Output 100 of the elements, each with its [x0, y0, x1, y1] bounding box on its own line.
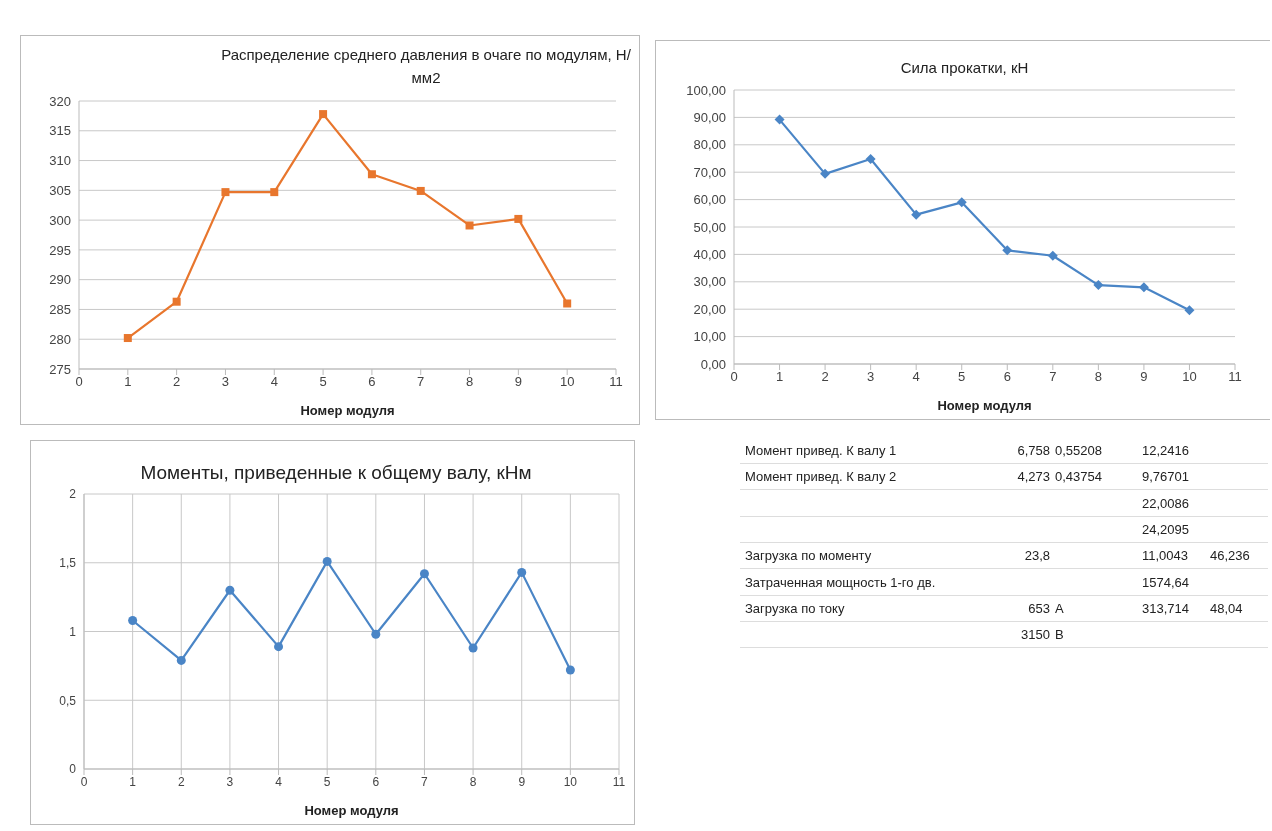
- text: Момент привед. К валу 2 4,273 0,43754 9,76701: [745, 469, 1189, 485]
- y-tick-label: 295: [49, 242, 71, 258]
- x-tick-label: 10: [1182, 369, 1197, 385]
- point: [565, 665, 575, 675]
- y-tick-label: 80,00: [693, 137, 726, 153]
- text: Затраченная мощность 1-го дв. 1574,64: [745, 574, 1189, 590]
- x-tick-label: 11: [1228, 369, 1242, 385]
- x-tick-label: 9: [1140, 369, 1148, 385]
- chart-title: Сила прокатки, кН: [899, 58, 1030, 78]
- x-tick-label: 7: [1049, 369, 1057, 385]
- point: [820, 168, 831, 179]
- x-tick-label: 6: [368, 374, 376, 390]
- y-tick-label: 40,00: [693, 247, 726, 263]
- x-tick-label: 8: [1094, 369, 1102, 385]
- point: [774, 114, 785, 125]
- text: 3150 В: [1020, 627, 1065, 643]
- text: Загрузка по току 653 А 313,714 48,04: [745, 600, 1243, 616]
- x-tick-label: 2: [821, 369, 829, 385]
- y-tick-label: 70,00: [693, 164, 726, 180]
- y-tick-label: 320: [49, 93, 71, 109]
- point: [416, 186, 425, 195]
- x-tick-label: 6: [372, 774, 380, 789]
- x-tick-label: 10: [559, 374, 575, 390]
- x-tick-label: 4: [270, 374, 278, 390]
- x-tick-label: 9: [514, 374, 522, 390]
- y-tick-label: 0,5: [59, 693, 77, 708]
- y-tick-label: 0,00: [700, 356, 726, 372]
- y-tick-label: 30,00: [693, 274, 726, 290]
- point: [322, 556, 332, 566]
- x-tick-label: 5: [958, 369, 966, 385]
- point: [1002, 245, 1013, 256]
- x-axis-title: Номер модуля: [937, 398, 1032, 413]
- y-tick-label: 20,00: [693, 301, 726, 317]
- point: [1184, 305, 1195, 316]
- point: [517, 567, 527, 577]
- x-tick-label: 2: [173, 374, 181, 390]
- y-tick-label: 275: [49, 361, 71, 377]
- text: 24,2095: [1142, 521, 1190, 537]
- point: [1047, 250, 1058, 261]
- y-tick-label: 300: [49, 212, 71, 228]
- point: [514, 214, 523, 223]
- point: [956, 197, 967, 208]
- x-tick-label: 3: [221, 374, 230, 390]
- chart-title: Распределение среднего давления в очаге по модулям, Н/мм2: [220, 45, 632, 88]
- point: [128, 616, 138, 625]
- x-tick-label: 1: [124, 374, 132, 390]
- y-tick-label: 315: [49, 123, 71, 139]
- point: [221, 188, 230, 197]
- point: [176, 655, 186, 665]
- x-tick-label: 7: [417, 374, 425, 390]
- x-tick-label: 0: [730, 369, 738, 385]
- text: 22,0086: [1142, 495, 1190, 511]
- y-tick-label: 50,00: [693, 219, 726, 235]
- point: [563, 299, 572, 308]
- point: [172, 297, 181, 306]
- y-tick-label: 1: [69, 624, 77, 639]
- point: [1093, 280, 1104, 291]
- text: Загрузка по моменту 23,8 11,0043 46,236: [745, 548, 1250, 564]
- x-tick-label: 10: [563, 774, 578, 789]
- x-axis-title: Номер модуля: [304, 803, 399, 818]
- x-tick-label: 0: [80, 774, 88, 789]
- x-tick-label: 11: [612, 774, 626, 789]
- x-tick-label: 3: [226, 774, 234, 789]
- x-tick-label: 7: [421, 774, 429, 789]
- x-tick-label: 4: [912, 369, 920, 385]
- chart-title: Моменты, приведенные к общему валу, кНм: [139, 461, 533, 485]
- text: Момент привед. К валу 1 6,758 0,55208 12,2416: [745, 443, 1189, 458]
- x-tick-label: 2: [177, 774, 185, 789]
- point: [468, 643, 478, 653]
- y-tick-label: 305: [49, 182, 71, 198]
- x-tick-label: 1: [129, 774, 137, 789]
- point: [225, 585, 235, 595]
- y-tick-label: 2: [69, 487, 77, 502]
- y-tick-label: 0: [69, 762, 77, 777]
- point: [367, 170, 376, 179]
- x-axis-title: Номер модуля: [300, 403, 395, 418]
- x-tick-label: 11: [609, 374, 623, 390]
- y-tick-label: 1,5: [59, 556, 77, 571]
- point: [274, 642, 284, 652]
- point: [1138, 282, 1149, 293]
- y-tick-label: 10,00: [693, 329, 726, 345]
- x-tick-label: 3: [867, 369, 875, 385]
- point: [465, 221, 474, 230]
- x-tick-label: 5: [319, 374, 327, 390]
- point: [270, 188, 279, 197]
- x-tick-label: 9: [518, 774, 526, 789]
- point: [865, 154, 876, 165]
- y-tick-label: 280: [49, 331, 71, 347]
- y-tick-label: 90,00: [693, 110, 726, 126]
- y-tick-label: 310: [49, 153, 71, 169]
- point: [419, 569, 429, 579]
- point: [371, 629, 381, 639]
- x-tick-label: 5: [323, 774, 331, 789]
- point: [319, 110, 328, 119]
- y-tick-label: 285: [49, 302, 71, 318]
- x-tick-label: 4: [275, 774, 283, 789]
- y-tick-label: 100,00: [686, 82, 726, 98]
- y-tick-label: 290: [49, 272, 71, 288]
- point: [911, 209, 922, 220]
- x-tick-label: 8: [469, 774, 477, 789]
